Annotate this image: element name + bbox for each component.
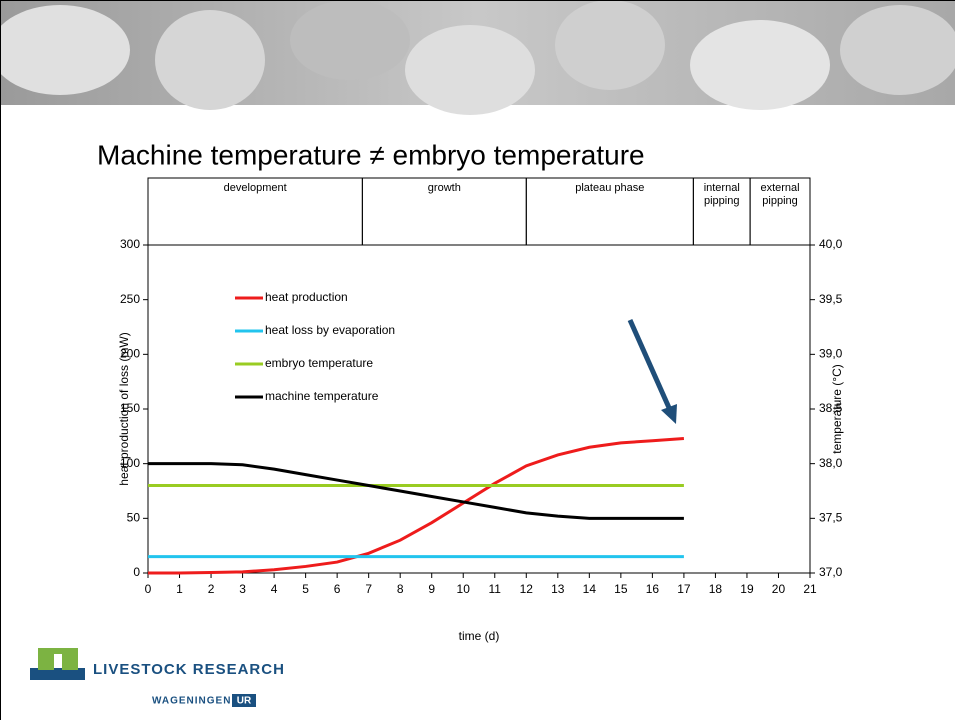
x-tick-label: 19	[740, 582, 754, 596]
y2-tick-label: 39,5	[819, 292, 843, 306]
phase-label: development	[223, 182, 287, 194]
x-tick-label: 5	[302, 582, 309, 596]
y-tick-label: 250	[120, 292, 140, 306]
banner	[0, 0, 955, 115]
logo-badge: UR	[237, 696, 252, 707]
y-tick-label: 200	[120, 347, 140, 361]
x-tick-label: 1	[176, 582, 183, 596]
x-tick-label: 17	[677, 582, 691, 596]
x-tick-label: 10	[457, 582, 471, 596]
x-tick-label: 6	[334, 582, 341, 596]
x-tick-label: 8	[397, 582, 404, 596]
y-axis-label: heat production of loss (mW)	[117, 332, 131, 485]
y-tick-label: 50	[127, 511, 141, 525]
x-tick-label: 4	[271, 582, 278, 596]
y2-tick-label: 39,0	[819, 347, 843, 361]
series-line	[148, 462, 684, 520]
phase-label: plateau phase	[575, 182, 645, 194]
phase-label: internal pipping	[703, 182, 740, 207]
legend-label: embryo temperature	[265, 356, 373, 370]
phase-label: external pipping	[760, 182, 800, 207]
phase-label: growth	[427, 182, 461, 194]
legend-label: heat loss by evaporation	[265, 323, 395, 337]
y-tick-label: 300	[120, 237, 140, 251]
x-tick-label: 2	[208, 582, 215, 596]
x-tick-label: 3	[239, 582, 246, 596]
slide-title: Machine temperature ≠ embryo temperature	[97, 139, 645, 170]
x-tick-label: 18	[709, 582, 723, 596]
series-line	[148, 437, 685, 575]
y2-tick-label: 37,0	[819, 565, 843, 579]
legend-label: machine temperature	[265, 389, 379, 403]
x-tick-label: 12	[520, 582, 534, 596]
y2-tick-label: 37,5	[819, 511, 843, 525]
x-tick-label: 14	[583, 582, 597, 596]
x-tick-label: 15	[614, 582, 628, 596]
y-tick-label: 150	[120, 401, 140, 415]
x-tick-label: 0	[145, 582, 152, 596]
x-tick-label: 16	[646, 582, 660, 596]
y-tick-label: 100	[120, 456, 140, 470]
logo-org: WAGENINGEN	[152, 696, 231, 707]
y2-tick-label: 38,5	[819, 401, 843, 415]
x-tick-label: 20	[772, 582, 786, 596]
x-tick-label: 9	[428, 582, 435, 596]
phase-box	[749, 177, 811, 246]
x-tick-label: 11	[489, 582, 502, 596]
x-axis-label: time (d)	[459, 629, 500, 643]
y2-tick-label: 38,0	[819, 456, 843, 470]
logo: LIVESTOCK RESEARCH WAGENINGEN UR	[30, 648, 285, 707]
arrow	[627, 318, 673, 412]
y-tick-label: 0	[133, 565, 140, 579]
logo-name: LIVESTOCK RESEARCH	[93, 661, 285, 678]
legend-label: heat production	[265, 290, 348, 304]
arrow-head	[661, 404, 677, 424]
x-tick-label: 7	[365, 582, 372, 596]
y2-tick-label: 40,0	[819, 237, 843, 251]
y2-axis-label: temperature (°C)	[830, 364, 844, 454]
x-tick-label: 21	[803, 582, 817, 596]
x-tick-label: 13	[551, 582, 565, 596]
